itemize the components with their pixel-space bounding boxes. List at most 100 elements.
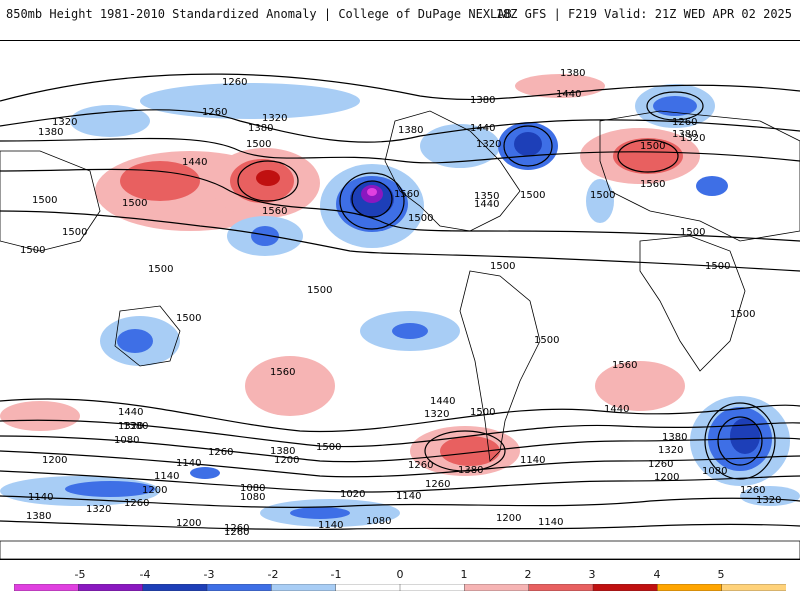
colorbar-label: -3 xyxy=(203,568,215,581)
negative-anomaly-region xyxy=(190,467,220,479)
colorbar: -5 -4 -3 -2 -1 0 1 2 3 4 5 xyxy=(0,568,800,600)
contour-label: 1500 xyxy=(520,190,545,201)
contour-label: 1260 xyxy=(425,479,450,490)
contour-label: 1080 xyxy=(114,435,139,446)
contour-high xyxy=(237,160,299,202)
contour-label: 1140 xyxy=(538,517,563,528)
north-america-outline xyxy=(384,110,521,232)
contour-low xyxy=(503,125,553,167)
contour-low xyxy=(339,172,405,230)
header: 850mb Height 1981-2010 Standardized Anom… xyxy=(0,0,800,28)
contour-label: 1500 xyxy=(590,190,615,201)
contour-label: 1380 xyxy=(123,421,148,432)
negative-anomaly-region xyxy=(290,507,350,519)
contour-label: 1260 xyxy=(202,107,227,118)
contour-label: 1380 xyxy=(560,68,585,79)
contour-label: 1260 xyxy=(672,117,697,128)
negative-anomaly-region xyxy=(420,124,500,168)
contour-line xyxy=(0,109,800,143)
contour-line xyxy=(0,73,800,102)
colorbar-swatch xyxy=(142,584,208,591)
contour-label: 1260 xyxy=(408,460,433,471)
model-run-info: 18Z GFS | F219 Valid: 21Z WED APR 02 202… xyxy=(495,7,792,21)
colorbar-swatch xyxy=(206,584,273,591)
contour-label: 1500 xyxy=(62,227,87,238)
colorbar-label: 1 xyxy=(460,568,468,581)
negative-anomaly-region xyxy=(367,188,377,196)
colorbar-swatch xyxy=(592,584,659,591)
colorbar-swatch xyxy=(464,584,530,591)
contour-label: 1380 xyxy=(26,511,51,522)
contour-label: 1500 xyxy=(534,335,559,346)
contour-label: 1500 xyxy=(680,227,705,238)
contour-label: 1500 xyxy=(20,245,45,256)
colorbar-swatch xyxy=(271,584,337,591)
positive-anomaly-region xyxy=(0,401,80,431)
contour-label: 1500 xyxy=(470,407,495,418)
positive-anomaly-region xyxy=(613,138,683,174)
eurasia-outline xyxy=(599,110,800,242)
colorbar-swatch xyxy=(657,584,723,591)
colorbar-label: -5 xyxy=(74,568,86,581)
contour-label: 1500 xyxy=(307,285,332,296)
contour-high xyxy=(424,430,506,472)
contour-label: 1080 xyxy=(366,516,391,527)
contour-label: 1440 xyxy=(118,407,143,418)
colorbar-swatch xyxy=(14,584,80,591)
colorbar-label: 2 xyxy=(524,568,532,581)
contour-label: 1140 xyxy=(176,458,201,469)
contour-label: 1500 xyxy=(730,309,755,320)
contour-label: 1380 xyxy=(458,465,483,476)
contour-label: 1500 xyxy=(32,195,57,206)
contour-label: 1500 xyxy=(705,261,730,272)
contour-line xyxy=(0,398,800,433)
contour-line xyxy=(0,210,800,272)
negative-anomaly-region xyxy=(117,329,153,353)
contour-label: 1140 xyxy=(520,455,545,466)
contour-line xyxy=(0,470,800,493)
contour-line xyxy=(0,168,800,242)
contour-line xyxy=(0,450,800,478)
contour-label: 1440 xyxy=(470,123,495,134)
antarctica-outline xyxy=(0,540,800,559)
south-america-outline xyxy=(459,270,541,462)
contour-label: 1440 xyxy=(182,157,207,168)
contour-label: 1380 xyxy=(662,432,687,443)
contour-label: 1560 xyxy=(612,360,637,371)
colorbar-label: -2 xyxy=(267,568,279,581)
colorbar-label: 3 xyxy=(588,568,596,581)
contour-low xyxy=(646,91,704,121)
contour-label: 1260 xyxy=(222,77,247,88)
map-title: 850mb Height 1981-2010 Standardized Anom… xyxy=(6,7,512,21)
contour-label: 1500 xyxy=(490,261,515,272)
negative-anomaly-region xyxy=(251,226,279,246)
negative-anomaly-region xyxy=(65,481,155,497)
anomaly-shading xyxy=(0,74,800,527)
contour-label: 1500 xyxy=(640,141,665,152)
contour-label: 1080 xyxy=(702,466,727,477)
contour-low xyxy=(717,416,763,466)
contour-label: 1320 xyxy=(658,445,683,456)
contour-label: 1320 xyxy=(680,133,705,144)
contour-label: 1380 xyxy=(248,123,273,134)
coastlines xyxy=(0,110,800,559)
contour-low xyxy=(704,402,776,480)
contour-line xyxy=(0,520,800,531)
contour-label: 1380 xyxy=(470,95,495,106)
contour-label: 1440 xyxy=(604,404,629,415)
contour-label: 1200 xyxy=(274,455,299,466)
africa-outline xyxy=(639,235,746,372)
contour-label: 1500 xyxy=(246,139,271,150)
contour-label: 1350 xyxy=(474,191,499,202)
colorbar-swatch xyxy=(399,584,466,591)
contour-label: 1380 xyxy=(270,446,295,457)
contour-label: 1380 xyxy=(672,129,697,140)
contour-label: 1500 xyxy=(408,213,433,224)
contour-label: 1080 xyxy=(240,492,265,503)
contour-low xyxy=(351,180,393,218)
map-panel: 1260 1320 1380 1260 1320 1380 1440 1500 … xyxy=(0,40,800,560)
contour-label: 1260 xyxy=(648,459,673,470)
contour-label: 1500 xyxy=(176,313,201,324)
positive-anomaly-region xyxy=(120,161,200,201)
contour-line xyxy=(0,419,800,448)
